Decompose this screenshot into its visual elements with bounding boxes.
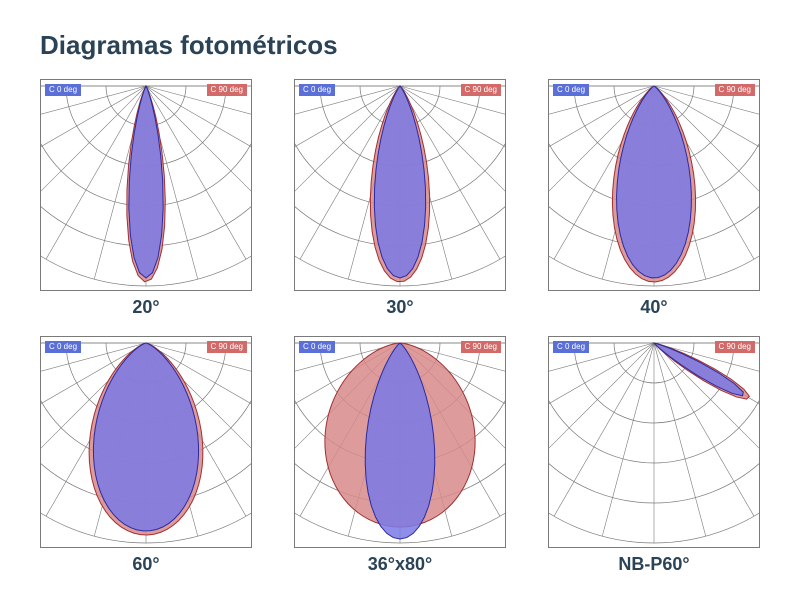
polar-plot: C 0 deg C 90 deg [40, 79, 252, 291]
diagram-grid: C 0 degC 90 deg20°C 0 degC 90 deg30°C 0 … [40, 79, 760, 575]
polar-plot: C 0 deg C 90 deg [40, 336, 252, 548]
legend-c0: C 0 deg [553, 341, 589, 353]
diagram-cell: C 0 deg C 90 deg 20° [40, 79, 252, 318]
diagram-cell: C 0 deg C 90 deg 40° [548, 79, 760, 318]
legend-c0: C 0 deg [45, 341, 81, 353]
legend-c90: C 90 deg [461, 84, 501, 96]
legend-c0: C 0 deg [299, 341, 335, 353]
legend-c0: C 0 deg [553, 84, 589, 96]
diagram-cell: C 0 deg C 90 deg 30° [294, 79, 506, 318]
diagram-caption: 20° [40, 297, 252, 318]
legend-c90: C 90 deg [207, 84, 247, 96]
diagram-caption: 30° [294, 297, 506, 318]
diagram-cell: C 0 deg C 90 deg 36°x80° [294, 336, 506, 575]
diagram-cell: C 0 deg C 90 deg 60° [40, 336, 252, 575]
legend-c0: C 0 deg [299, 84, 335, 96]
polar-plot: C 0 deg C 90 deg [294, 336, 506, 548]
polar-plot: C 0 deg C 90 deg [548, 79, 760, 291]
diagram-caption: NB-P60° [548, 554, 760, 575]
legend-c90: C 90 deg [461, 341, 501, 353]
diagram-caption: 36°x80° [294, 554, 506, 575]
page-title: Diagramas fotométricos [40, 30, 760, 61]
diagram-caption: 40° [548, 297, 760, 318]
legend-c0: C 0 deg [45, 84, 81, 96]
diagram-cell: C 0 deg C 90 deg NB-P60° [548, 336, 760, 575]
legend-c90: C 90 deg [207, 341, 247, 353]
polar-plot: C 0 deg C 90 deg [548, 336, 760, 548]
diagram-caption: 60° [40, 554, 252, 575]
legend-c90: C 90 deg [715, 341, 755, 353]
polar-plot: C 0 deg C 90 deg [294, 79, 506, 291]
legend-c90: C 90 deg [715, 84, 755, 96]
